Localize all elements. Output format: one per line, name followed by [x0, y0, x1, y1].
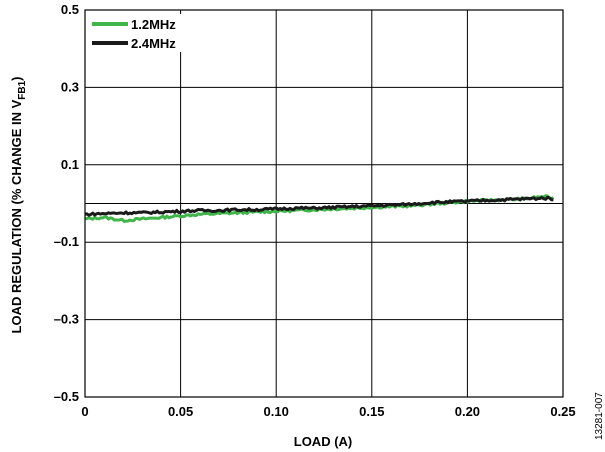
x-tick-label: 0.05 [168, 404, 193, 419]
y-tick-label: –0.5 [54, 389, 79, 404]
y-axis-title-main: LOAD REGULATION (% CHANGE IN V [9, 99, 24, 333]
y-axis-title-close: ) [9, 76, 24, 80]
series-group [84, 194, 555, 223]
legend-label-2-4mhz: 2.4MHz [131, 36, 176, 51]
x-tick-label: 0.25 [550, 404, 575, 419]
legend-background [86, 14, 182, 52]
y-axis-title-subscript: FB1 [17, 80, 28, 99]
y-tick-label: –0.3 [54, 312, 79, 327]
x-axis-title: LOAD (A) [294, 434, 353, 449]
x-tick-label: 0.15 [359, 404, 384, 419]
grid [84, 9, 564, 398]
series-line-2-4mhz [84, 195, 554, 217]
y-axis-title: LOAD REGULATION (% CHANGE IN VFB1) [9, 76, 28, 333]
y-tick-label: 0.1 [61, 157, 79, 172]
figure-id: 13281-007 [594, 392, 605, 440]
y-tick-label: 0.5 [61, 2, 79, 17]
y-tick-label: 0.3 [61, 79, 79, 94]
legend: 1.2MHz 2.4MHz [86, 14, 182, 52]
x-tick-label: 0.20 [455, 404, 480, 419]
tick-labels: 0 0.05 0.10 0.15 0.20 0.25 0.5 0.3 0.1 –0.1 –0.3 –0… [54, 2, 576, 419]
plot-frame [84, 9, 564, 398]
y-tick-label: –0.1 [54, 234, 79, 249]
x-tick-label: 0 [81, 404, 88, 419]
x-tick-label: 0.10 [264, 404, 289, 419]
legend-label-1-2mhz: 1.2MHz [131, 17, 176, 32]
